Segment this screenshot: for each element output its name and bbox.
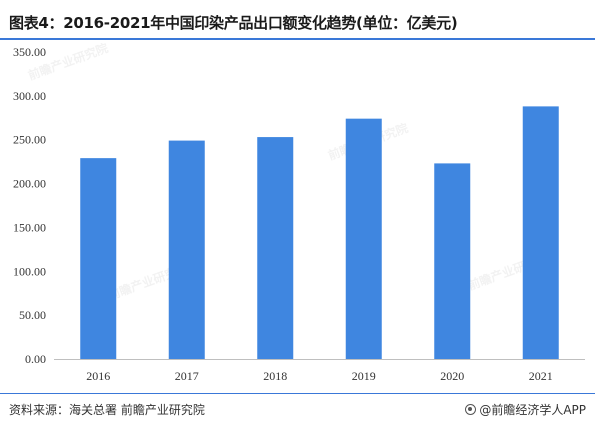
bar-2017	[168, 140, 205, 359]
x-axis: 2016 2017 2018 2019 2020 2021	[86, 369, 553, 383]
x-tick-label: 2019	[352, 369, 376, 383]
bar-2018	[257, 137, 294, 359]
y-tick-label: 200.00	[13, 177, 46, 191]
x-tick-label: 2020	[440, 369, 464, 383]
footer-divider	[0, 393, 595, 394]
y-tick-label: 150.00	[13, 220, 46, 234]
y-tick-label: 50.00	[19, 308, 46, 322]
bar-2021	[522, 106, 559, 359]
bar-2020	[434, 163, 471, 359]
brand-label: @前瞻经济学人APP	[479, 403, 586, 417]
x-tick-label: 2017	[175, 369, 199, 383]
y-tick-label: 350.00	[13, 45, 46, 59]
y-tick-label: 250.00	[13, 133, 46, 147]
chart-title: 图表4：2016-2021年中国印染产品出口额变化趋势(单位：亿美元)	[9, 14, 458, 32]
bars	[80, 106, 559, 359]
y-tick-label: 100.00	[13, 264, 46, 278]
source-note: 资料来源：海关总署 前瞻产业研究院	[9, 403, 205, 417]
bar-2016	[80, 158, 117, 359]
bar-2019	[345, 118, 382, 359]
y-axis: 0.00 50.00 100.00 150.00 200.00 250.00 300.00 3…	[13, 45, 46, 366]
title-divider	[0, 38, 595, 40]
brand-credit: @前瞻经济学人APP	[465, 401, 586, 418]
brand-logo-icon	[465, 404, 477, 415]
y-tick-label: 300.00	[13, 89, 46, 103]
bar-chart: 前瞻产业研究院 前瞻产业研究院 前瞻产业研究院 前瞻产业研究院 0.0050.0…	[13, 40, 585, 383]
y-tick-label: 0.00	[25, 352, 46, 366]
x-tick-label: 2021	[529, 369, 553, 383]
x-tick-label: 2018	[263, 369, 287, 383]
x-tick-label: 2016	[86, 369, 110, 383]
